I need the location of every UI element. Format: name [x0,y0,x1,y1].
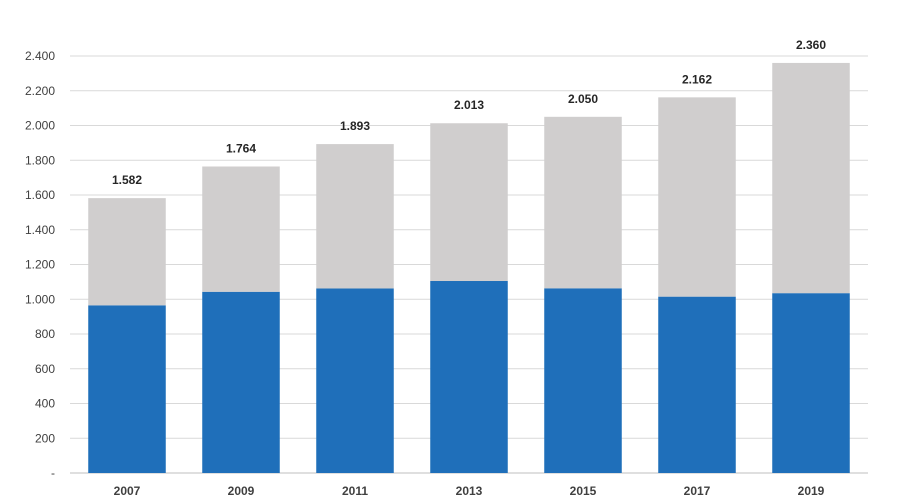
bar-segment-upper [658,97,736,297]
x-category-label: 2009 [228,484,255,498]
bar-total-label: 2.360 [796,38,826,52]
x-category-label: 2015 [570,484,597,498]
bar-segment-lower [202,291,280,473]
bar-total-label: 2.162 [682,72,712,86]
y-tick-label: - [51,466,55,480]
x-category-label: 2011 [342,484,368,498]
bar-segment-lower [544,288,622,473]
y-tick-label: 400 [35,397,55,411]
bar-segment-upper [202,166,280,292]
y-tick-label: 1.800 [25,153,55,167]
x-category-label: 2017 [684,484,711,498]
y-tick-label: 1.000 [25,292,55,306]
y-tick-label: 800 [35,327,55,341]
y-tick-label: 2.400 [25,49,55,63]
bar-segment-lower [430,281,508,473]
total-data-labels: 1.582 1.764 1.893 2.013 2.050 2.162 2.360 [112,38,826,187]
bar-segment-lower [772,293,850,473]
bar-total-label: 2.050 [568,92,598,106]
y-tick-label: 600 [35,362,55,376]
x-category-label: 2013 [456,484,483,498]
y-tick-label: 1.200 [25,258,55,272]
x-category-label: 2019 [798,484,825,498]
y-tick-label: 2.000 [25,119,55,133]
bar-total-label: 1.764 [226,142,256,156]
bar-total-label: 2.013 [454,98,484,112]
bar-segment-upper [88,198,166,306]
y-tick-label: 2.200 [25,84,55,98]
bar-segment-upper [316,144,394,289]
x-category-label: 2007 [114,484,141,498]
bars [88,62,850,473]
x-axis-category-labels: 2007 2009 2011 2013 2015 2017 2019 [114,484,825,498]
y-tick-label: 1.400 [25,223,55,237]
bar-segment-lower [316,288,394,473]
bar-total-label: 1.582 [112,173,142,187]
y-axis-tick-labels: - 200 400 600 800 1.000 1.200 1.400 1.600 1.800 2.… [25,49,55,480]
bar-segment-lower [658,296,736,473]
bar-segment-lower [88,305,166,473]
bar-total-label: 1.893 [340,119,370,133]
bar-segment-upper [430,123,508,282]
bar-segment-upper [544,116,622,289]
y-tick-label: 200 [35,431,55,445]
bar-segment-upper [772,62,850,294]
y-tick-label: 1.600 [25,188,55,202]
